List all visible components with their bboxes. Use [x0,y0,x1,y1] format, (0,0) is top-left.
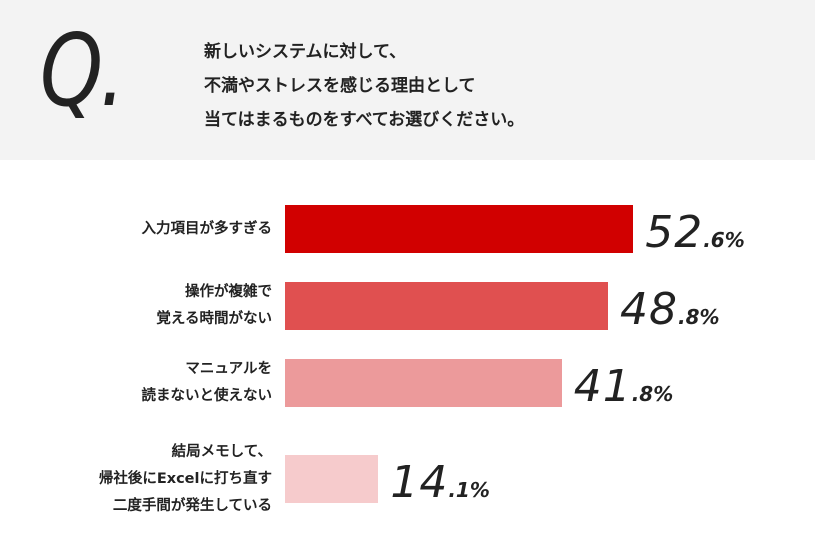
category-label: 入力項目が多すぎる [142,216,273,243]
category-label-line: 二度手間が発生している [112,497,272,514]
bar [285,359,562,407]
value-decimal: .8% [631,382,674,406]
bar [285,282,609,330]
category-label-line: 読まないと使えない [141,388,273,404]
value-integer: 52 [645,207,704,258]
value-decimal: .6% [703,228,745,252]
value-decimal: .1% [448,478,490,502]
question-mark: Q. [40,12,125,129]
value-integer: 48 [620,284,679,335]
category-label-line: 結局メモして、 [171,443,272,460]
category-label: 結局メモして、帰社後にExcelに打ち直す二度手間が発生している [99,439,272,520]
category-label: 操作が複雑で覚える時間がない [156,279,272,333]
value-label: 52.6% [645,207,745,258]
bar [285,455,379,503]
question-line: 不満やストレスを感じる理由として [204,76,476,96]
value-decimal: .8% [678,305,720,329]
category-label-line: マニュアルを [185,361,272,377]
category-label-line: 帰社後にExcelに打ち直す [98,470,272,487]
category-label: マニュアルを読まないと使えない [142,356,273,410]
question-text: 新しいシステムに対して、 不満やストレスを感じる理由として 当てはまるものをすべ… [204,35,524,137]
question-line: 新しいシステムに対して、 [204,42,407,62]
question-header: Q. 新しいシステムに対して、 不満やストレスを感じる理由として 当てはまるもの… [0,0,815,160]
value-label: 41.8% [574,361,674,412]
value-integer: 14 [390,457,449,508]
value-label: 14.1% [390,457,490,508]
category-label-line: 入力項目が多すぎる [141,220,273,237]
question-line: 当てはまるものをすべてお選びください。 [204,110,525,130]
category-label-line: 覚える時間がない [156,311,272,327]
bar [285,205,634,253]
value-label: 48.8% [620,284,720,335]
value-integer: 41 [573,361,632,412]
category-label-line: 操作が複雑で [185,284,272,300]
